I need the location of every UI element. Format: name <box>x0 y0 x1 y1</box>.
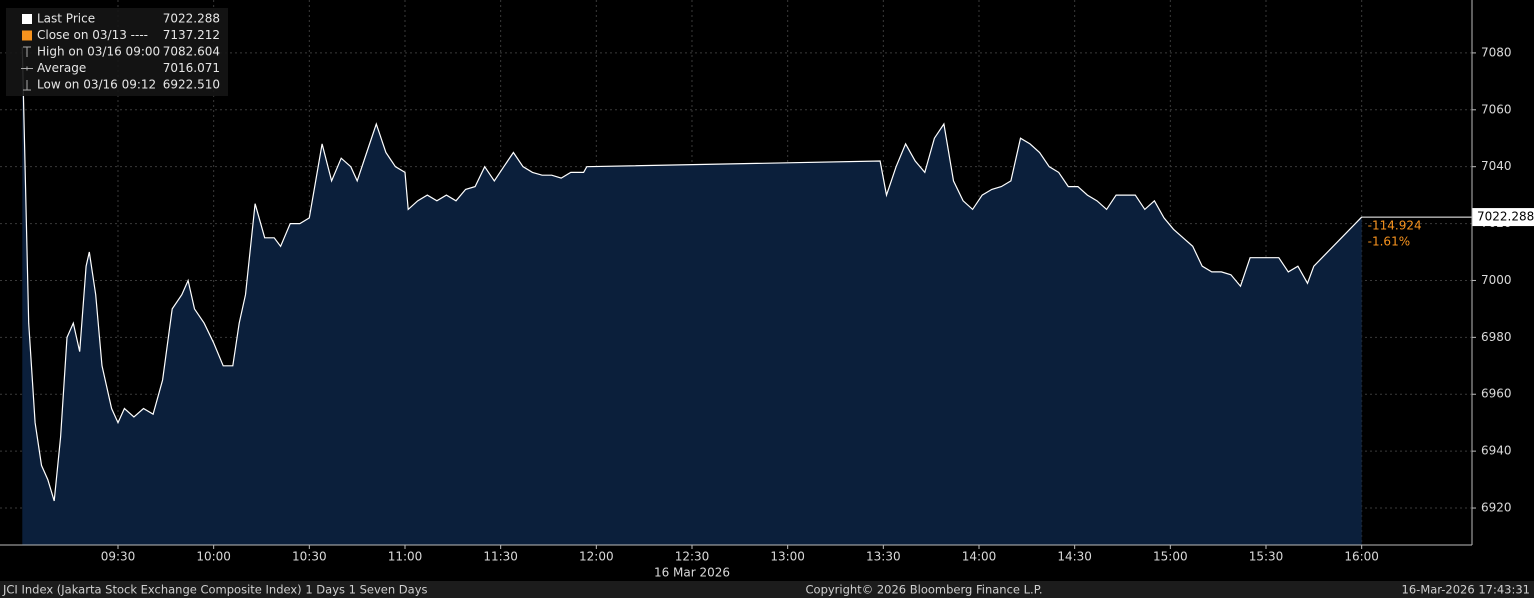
change-pct: -1.61% <box>1368 235 1410 249</box>
x-tick-label: 11:00 <box>388 550 423 564</box>
footer-left: JCI Index (Jakarta Stock Exchange Compos… <box>2 583 428 597</box>
x-tick-label: 12:00 <box>579 550 614 564</box>
x-tick-label: 13:00 <box>770 550 805 564</box>
y-tick-label: 7060 <box>1481 102 1512 116</box>
last-price-label: 7022.288 <box>1477 210 1534 224</box>
legend-icon <box>22 30 32 41</box>
x-tick-label: 15:30 <box>1249 550 1284 564</box>
y-tick-label: 7000 <box>1481 273 1512 287</box>
x-tick-label: 13:30 <box>866 550 901 564</box>
y-tick-label: 6980 <box>1481 330 1512 344</box>
legend-value: 7022.288 <box>163 12 220 26</box>
x-tick-label: 11:30 <box>483 550 518 564</box>
legend-label: Low on 03/16 09:12 <box>37 78 156 92</box>
y-tick-label: 7040 <box>1481 159 1512 173</box>
x-tick-label: 10:30 <box>292 550 327 564</box>
legend-icon <box>23 46 31 57</box>
legend-label: High on 03/16 09:00 <box>37 45 160 59</box>
y-tick-label: 6920 <box>1481 501 1512 515</box>
legend-label: Close on 03/13 ---- <box>37 28 148 42</box>
legend-icon <box>21 66 33 71</box>
x-tick-label: 14:00 <box>962 550 997 564</box>
y-tick-label: 6960 <box>1481 387 1512 401</box>
legend: Last Price 7022.288 Close on 03/13 ---- 713… <box>6 8 228 96</box>
legend-value: 7016.071 <box>163 61 220 75</box>
last-price-tag <box>1472 208 1534 227</box>
change: -114.924 <box>1368 219 1422 233</box>
price-line <box>21 47 1363 502</box>
legend-value: 7137.212 <box>163 28 220 42</box>
x-tick-label: 15:00 <box>1153 550 1188 564</box>
date-label: 16 Mar 2026 <box>654 566 730 580</box>
legend-value: 6922.510 <box>163 78 220 92</box>
plot: 69206940696069807000702070407060708009:3… <box>0 0 1534 580</box>
x-tick-label: 12:30 <box>675 550 710 564</box>
footer-bar <box>0 581 1534 598</box>
y-tick-label: 7080 <box>1481 45 1512 59</box>
legend-label: Average <box>37 61 86 75</box>
legend-icon <box>22 14 32 24</box>
legend-label: Last Price <box>37 12 95 26</box>
y-tick-label: 6940 <box>1481 444 1512 458</box>
x-tick-label: 16:00 <box>1344 550 1379 564</box>
area <box>22 47 1362 545</box>
x-tick-label: 09:30 <box>101 550 136 564</box>
x-tick-label: 14:30 <box>1057 550 1092 564</box>
x-tick-label: 10:00 <box>196 550 231 564</box>
footer-right: 16-Mar-2026 17:43:31 <box>1402 583 1530 597</box>
legend-bg <box>6 8 228 96</box>
legend-value: 7082.604 <box>163 45 220 59</box>
legend-icon <box>23 80 31 91</box>
footer-center: Copyright© 2026 Bloomberg Finance L.P. <box>806 583 1043 597</box>
